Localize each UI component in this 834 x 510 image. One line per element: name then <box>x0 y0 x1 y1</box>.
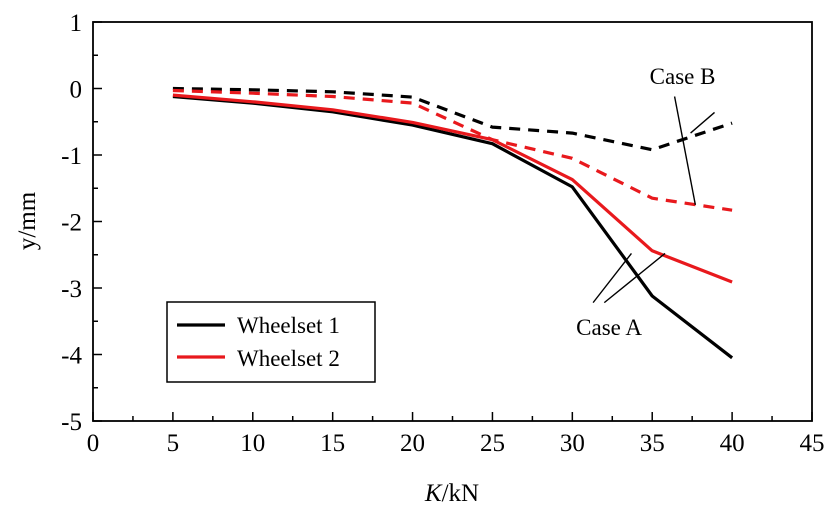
x-tick-label: 10 <box>240 430 265 457</box>
annotation-label-case-a: Case A <box>576 315 642 340</box>
series-line-wheelset-2-case-b <box>172 88 733 212</box>
x-tick-label: 0 <box>87 430 100 457</box>
x-tick-label: 20 <box>400 430 425 457</box>
annotation-leader-case-b <box>673 96 697 206</box>
series-line-wheelset-2-case-a <box>172 93 733 284</box>
x-tick-label: 15 <box>320 430 345 457</box>
y-tick-label: -1 <box>61 143 82 170</box>
annotations: Case A Case B <box>576 64 715 340</box>
y-tick-label: -4 <box>61 343 82 370</box>
plot-area <box>172 86 734 360</box>
x-axis-label-symbol: K <box>424 480 443 507</box>
annotation-leader-case-a <box>603 252 666 304</box>
x-tick-label: 35 <box>640 430 665 457</box>
x-tick-label: 40 <box>720 430 745 457</box>
legend-label-wheelset-2: Wheelset 2 <box>237 346 340 371</box>
annotation-leader-case-b <box>690 111 715 134</box>
y-tick-label: 1 <box>70 10 83 37</box>
legend-label-wheelset-1: Wheelset 1 <box>237 313 340 338</box>
annotation-label-case-b: Case B <box>650 64 716 89</box>
x-axis: 0 5 10 15 20 25 30 35 40 45 <box>87 412 825 457</box>
x-tick-label: 30 <box>560 430 585 457</box>
y-axis-label: y/mm <box>14 191 41 250</box>
y-tick-label: -3 <box>61 276 82 303</box>
series-line-wheelset-1-case-b <box>172 86 733 152</box>
x-tick-label: 25 <box>480 430 505 457</box>
annotation-leader-case-a <box>592 252 633 304</box>
x-axis-label-unit: /kN <box>442 480 480 507</box>
legend-box <box>166 301 376 383</box>
x-axis-label: K/kN <box>424 480 479 507</box>
x-tick-label: 45 <box>800 430 825 457</box>
legend: Wheelset 1 Wheelset 2 <box>166 301 376 383</box>
y-axis: 1 0 -1 -2 -3 -4 -5 <box>61 10 102 436</box>
y-tick-label: -5 <box>61 409 82 436</box>
y-tick-label: -2 <box>61 210 82 237</box>
x-tick-label: 5 <box>167 430 180 457</box>
y-tick-label: 0 <box>70 77 83 104</box>
